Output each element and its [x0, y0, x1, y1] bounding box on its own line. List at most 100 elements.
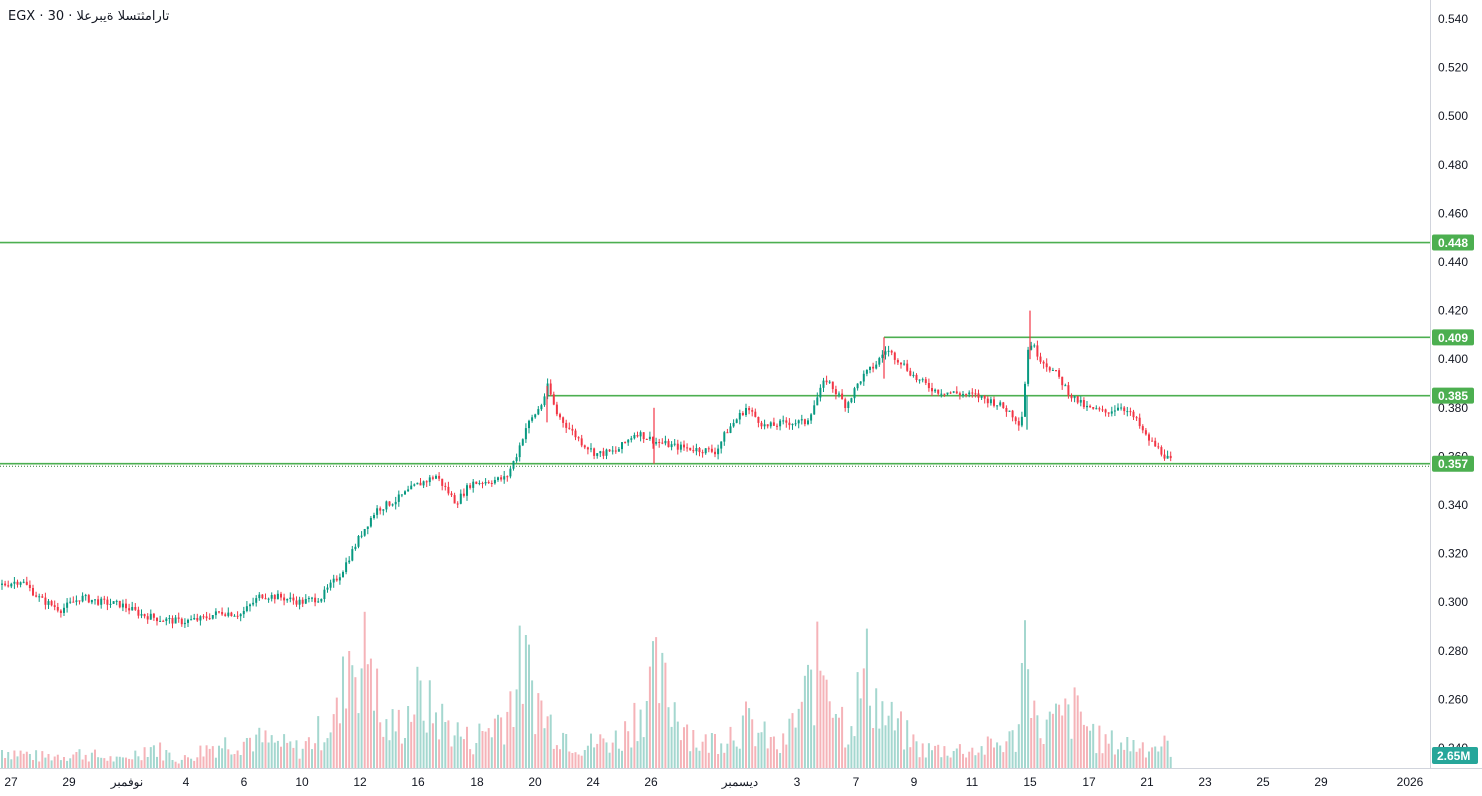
candle-body: [301, 599, 304, 604]
candle: [317, 597, 320, 603]
volume-bar: [267, 742, 270, 768]
candle: [704, 448, 707, 455]
volume-bar: [531, 680, 534, 768]
candle: [763, 419, 766, 430]
volume-bar: [224, 737, 227, 768]
candle-body: [1154, 440, 1157, 447]
volume-bar: [1082, 724, 1085, 768]
candle-body: [94, 599, 96, 601]
candle-body: [1148, 434, 1150, 441]
candle: [264, 593, 267, 600]
volume-bar: [1169, 756, 1172, 768]
candle-body: [704, 448, 707, 454]
candle-body: [745, 408, 747, 415]
volume-bar: [183, 755, 186, 768]
candle: [44, 592, 47, 610]
candle-body: [1092, 407, 1095, 409]
candle: [50, 599, 53, 607]
candle-body: [382, 509, 385, 511]
candle-body: [342, 572, 344, 578]
candle: [611, 446, 614, 455]
candle: [1067, 381, 1070, 399]
candle-body: [373, 515, 375, 518]
candle: [156, 617, 158, 626]
candle: [757, 416, 760, 428]
candle-body: [484, 482, 487, 484]
candle-body: [689, 447, 692, 451]
candle: [63, 603, 65, 617]
candle-body: [875, 364, 878, 369]
candles: [1, 310, 1172, 629]
volume-bar: [698, 750, 701, 768]
candle-body: [881, 354, 884, 359]
candle: [152, 612, 155, 621]
candle-body: [1048, 367, 1051, 371]
candle: [648, 431, 651, 441]
volume-bar: [180, 759, 183, 768]
volume-bar: [797, 708, 800, 768]
candle-body: [456, 503, 459, 505]
volume-bar: [605, 742, 608, 768]
candle: [825, 375, 828, 385]
candle: [1169, 451, 1172, 462]
candle-body: [627, 439, 630, 443]
candle: [487, 480, 490, 485]
candle: [1011, 409, 1014, 422]
candle-body: [478, 483, 481, 484]
volume-bar: [444, 722, 447, 768]
volume-bar: [1092, 723, 1095, 768]
volume-bar: [453, 735, 456, 768]
candle: [118, 600, 121, 609]
candle-body: [143, 614, 146, 617]
candle: [679, 441, 682, 453]
candle: [509, 466, 512, 479]
volume-bar: [506, 711, 509, 768]
volume-bar: [710, 733, 713, 768]
candle: [521, 438, 524, 447]
volume-bar: [689, 751, 692, 768]
candle: [435, 474, 437, 480]
candle-body: [729, 426, 732, 433]
candle: [109, 598, 112, 608]
candle: [1070, 393, 1073, 402]
volume-bar: [1129, 751, 1132, 768]
candle-body: [134, 607, 137, 610]
candle-body: [909, 370, 912, 376]
candle-body: [726, 432, 729, 434]
candle-body: [872, 366, 875, 369]
candle-body: [441, 478, 444, 486]
candle-body: [590, 448, 592, 450]
candle: [180, 617, 183, 627]
candle: [856, 383, 859, 391]
volume-bar: [946, 755, 949, 768]
volume-bar: [270, 735, 273, 768]
candle: [524, 423, 527, 443]
candle-body: [813, 405, 816, 415]
candle-body: [1064, 385, 1067, 387]
volume-bar: [1048, 711, 1051, 768]
candle-body: [1045, 363, 1048, 368]
x-tick-label: 6: [241, 775, 248, 789]
candle: [1, 579, 3, 590]
candle: [596, 453, 599, 459]
candle: [177, 612, 180, 623]
candle-body: [410, 485, 413, 490]
candle: [137, 606, 140, 619]
candle-body: [366, 526, 369, 529]
candle: [652, 436, 654, 449]
candle: [10, 582, 13, 589]
candle: [971, 388, 974, 398]
candle-body: [577, 437, 580, 439]
candle: [1036, 340, 1039, 361]
candle-body: [335, 578, 338, 581]
volume-bar: [763, 721, 766, 768]
volume-badge: [1432, 747, 1478, 764]
candle: [1024, 381, 1026, 417]
candle-body: [695, 448, 698, 452]
volume-bar: [348, 651, 351, 768]
volume-bar: [1073, 687, 1076, 768]
candle: [769, 421, 772, 429]
candle: [552, 391, 555, 406]
volume-bar: [329, 732, 332, 768]
